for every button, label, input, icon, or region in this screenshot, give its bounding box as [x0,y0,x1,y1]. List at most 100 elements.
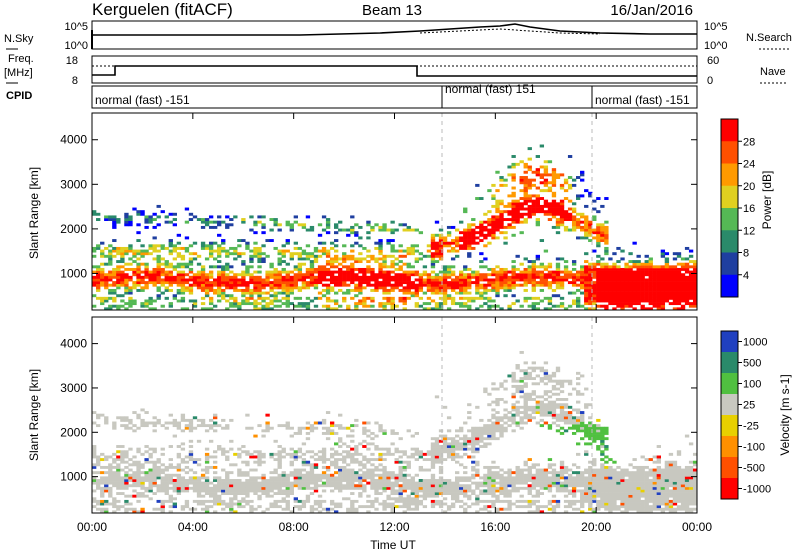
power-cell [386,228,391,232]
power-cell [430,307,436,311]
power-cell [527,197,532,200]
power-cell [112,246,117,250]
velocity-cell [204,510,210,514]
velocity-cell [104,421,109,425]
power-cell [346,283,351,287]
velocity-cell [104,489,109,493]
velocity-cell [164,486,169,490]
power-cell [644,283,649,287]
velocity-cell [442,439,448,443]
velocity-cell [334,505,339,509]
velocity-cell [507,494,512,498]
power-cell [346,267,351,271]
velocity-cell [362,489,367,493]
power-cell [563,278,569,282]
power-cell [539,278,545,282]
velocity-cell [576,390,581,394]
velocity-cell [257,460,262,464]
power-cell [523,283,528,287]
power-cell [136,223,141,227]
power-cell [237,304,242,308]
velocity-cell [539,400,545,404]
power-cell [261,223,266,227]
power-cell [346,273,351,277]
power-cell [563,228,569,232]
power-cell [499,223,504,227]
power-cell [567,304,573,308]
velocity-cell [511,377,516,381]
velocity-cell [156,473,161,477]
velocity-cell [192,484,198,488]
power-cell [515,212,520,216]
velocity-cell [442,450,448,454]
power-cell [559,186,565,190]
velocity-cell [277,486,282,490]
power-cell [656,270,661,274]
power-cell [511,275,516,279]
velocity-cell [410,502,415,506]
velocity-cell [124,510,129,514]
velocity-cell [160,502,165,506]
velocity-cell [301,426,307,430]
velocity-cell [204,424,210,428]
velocity-cell [112,424,117,428]
power-cell [334,223,339,227]
velocity-cell [128,484,133,488]
power-cell [567,183,573,187]
velocity-cell [168,473,173,477]
velocity-cell [164,468,169,472]
velocity-cell [329,502,335,506]
power-cell [620,257,625,261]
power-cell [233,273,238,277]
power-cell [217,291,222,295]
power-cell [164,262,169,266]
power-cell [96,275,101,279]
power-cell [547,286,553,290]
power-cell [511,265,516,269]
velocity-cell [571,476,577,480]
power-cell [515,254,520,258]
power-cell [503,241,508,245]
power-cell [128,302,133,306]
velocity-cell [100,499,105,503]
velocity-cell [338,437,343,441]
velocity-cell [535,400,540,404]
power-cell [100,249,105,253]
power-cell [313,249,319,253]
power-cell [136,239,141,243]
power-cell [188,288,194,292]
velocity-cell [225,455,230,459]
power-cell [221,270,226,274]
velocity-cell [414,494,419,498]
power-cell [350,257,355,261]
velocity-cell [483,507,488,511]
power-cell [213,291,218,295]
power-cell [366,281,371,285]
power-cell [515,204,520,208]
power-cell [632,302,637,306]
velocity-cell [140,492,145,495]
velocity-cell [543,392,549,396]
power-cell [120,246,125,250]
power-cell [204,288,210,292]
power-cell [636,299,641,303]
velocity-cell [152,468,157,472]
power-cell [108,249,113,253]
power-cell [547,186,553,190]
power-cell [225,215,230,219]
power-cell [612,299,617,303]
velocity-cell [184,418,190,422]
velocity-cell [576,473,581,477]
velocity-cell [571,426,577,430]
power-cell [321,283,327,287]
power-cell [608,273,613,277]
velocity-cell [495,476,500,480]
power-cell [636,275,641,279]
velocity-cell [499,468,504,472]
power-cell [539,204,545,208]
power-cell [394,278,399,282]
power-cell [370,288,375,292]
power-cell [285,281,290,285]
velocity-cell [386,486,391,490]
power-cell [120,281,125,285]
